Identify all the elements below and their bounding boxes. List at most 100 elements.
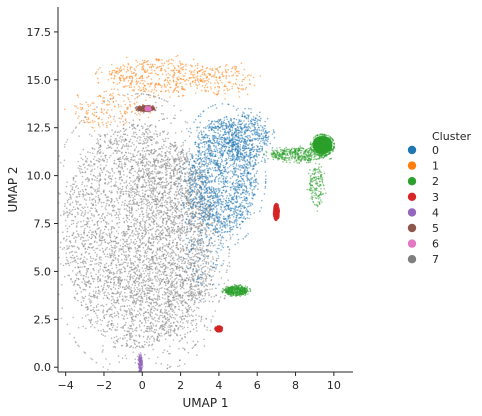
data-point — [141, 192, 144, 195]
data-point — [64, 205, 66, 207]
data-point — [80, 212, 83, 215]
data-point — [144, 168, 147, 171]
data-point — [148, 167, 150, 170]
data-point — [153, 176, 156, 179]
data-point — [181, 189, 183, 191]
data-point — [187, 260, 190, 262]
data-point — [160, 181, 163, 184]
data-point — [121, 314, 124, 316]
data-point — [129, 196, 132, 199]
data-point — [185, 237, 188, 240]
data-point — [119, 176, 121, 179]
data-point — [191, 192, 194, 194]
data-point — [181, 267, 184, 270]
data-point — [107, 286, 110, 289]
data-point — [129, 161, 131, 163]
data-point — [95, 192, 98, 194]
data-point — [77, 221, 79, 223]
data-point — [75, 279, 77, 282]
data-point — [169, 331, 172, 333]
data-point — [111, 143, 114, 146]
data-point — [178, 162, 181, 165]
data-point — [88, 292, 91, 295]
data-point — [169, 158, 171, 161]
data-point — [174, 145, 177, 148]
data-point — [121, 272, 123, 274]
data-point — [124, 288, 127, 291]
data-point — [76, 283, 79, 286]
data-point — [175, 230, 178, 233]
data-point — [120, 176, 123, 178]
data-point — [136, 137, 139, 139]
data-point — [187, 299, 190, 301]
data-point — [159, 198, 162, 201]
data-point — [87, 276, 90, 279]
data-point — [186, 274, 189, 277]
data-point — [123, 130, 125, 133]
data-point — [78, 204, 81, 206]
data-point — [140, 229, 142, 231]
data-point — [133, 222, 136, 225]
data-point — [157, 332, 160, 335]
data-point — [173, 229, 176, 231]
data-point — [118, 295, 121, 298]
data-point — [183, 226, 186, 228]
data-point — [176, 208, 179, 210]
data-point — [190, 245, 192, 247]
data-point — [175, 274, 178, 276]
data-point — [204, 265, 207, 268]
data-point — [113, 336, 116, 339]
data-point — [185, 320, 188, 322]
data-point — [103, 238, 106, 241]
data-point — [106, 223, 108, 225]
data-point — [127, 299, 130, 302]
data-point — [175, 191, 177, 194]
data-point — [87, 246, 90, 248]
data-point — [161, 234, 163, 236]
data-point — [188, 257, 191, 259]
data-point — [163, 118, 165, 120]
data-point — [139, 290, 141, 292]
data-point — [82, 225, 84, 228]
data-point — [132, 268, 134, 271]
data-point — [116, 341, 119, 343]
data-point — [178, 309, 180, 311]
data-point — [107, 265, 110, 267]
data-point — [73, 183, 75, 185]
data-point — [230, 236, 232, 239]
data-point — [58, 155, 60, 157]
data-point — [151, 212, 154, 214]
data-point — [179, 275, 182, 277]
data-point — [103, 253, 106, 255]
data-point — [78, 284, 80, 287]
data-point — [159, 205, 161, 207]
data-point — [179, 234, 181, 237]
data-point — [165, 239, 168, 241]
data-point — [125, 357, 128, 360]
data-point — [71, 201, 74, 204]
data-point — [112, 298, 114, 300]
data-point — [136, 183, 139, 186]
data-point — [105, 294, 108, 297]
data-point — [79, 165, 82, 168]
data-point — [148, 338, 151, 340]
data-point — [148, 207, 151, 210]
data-point — [187, 230, 189, 233]
data-point — [129, 266, 131, 269]
data-point — [90, 301, 93, 303]
data-point — [147, 145, 150, 147]
data-point — [223, 282, 226, 285]
data-point — [170, 271, 172, 274]
data-point — [62, 213, 65, 216]
data-point — [206, 194, 209, 197]
data-point — [75, 175, 78, 177]
data-point — [105, 196, 108, 199]
data-point — [100, 323, 102, 326]
data-point — [203, 260, 206, 262]
data-point — [122, 286, 124, 289]
data-point — [165, 288, 168, 291]
data-point — [155, 157, 158, 160]
data-point — [81, 175, 84, 178]
data-point — [179, 299, 181, 302]
data-point — [194, 292, 196, 294]
